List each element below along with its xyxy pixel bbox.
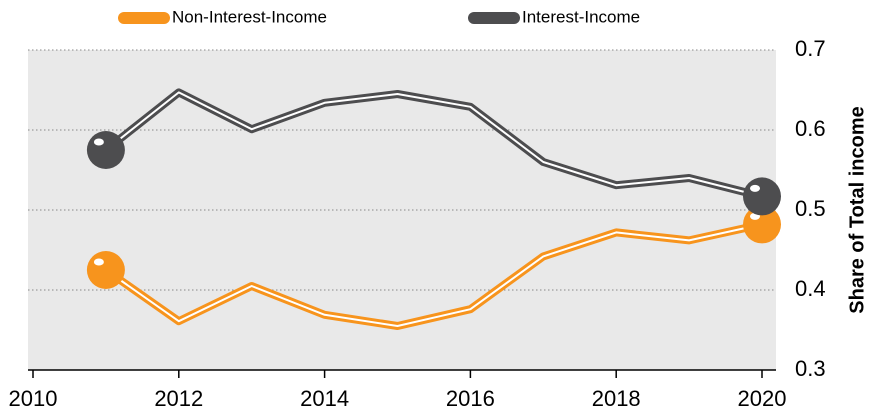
x-tick-label: 2020: [738, 386, 787, 411]
y-tick-label: 0.5: [795, 196, 826, 221]
y-tick-label: 0.4: [795, 276, 826, 301]
marker-highlight: [93, 258, 104, 266]
legend-swatch: [118, 12, 170, 24]
marker-highlight: [93, 138, 104, 146]
x-tick-label: 2016: [446, 386, 495, 411]
y-tick-label: 0.6: [795, 116, 826, 141]
x-tick-label: 2018: [592, 386, 641, 411]
x-tick-label: 2012: [154, 386, 203, 411]
series-line-highlight: [105, 91, 763, 198]
x-tick-label: 2014: [300, 386, 349, 411]
x-tick-label: 2010: [9, 386, 58, 411]
legend-label: Interest-Income: [522, 7, 640, 26]
series-line-highlight: [105, 223, 763, 327]
y-tick-label: 0.3: [795, 356, 826, 381]
legend-label: Non-Interest-Income: [172, 7, 327, 26]
end-marker: [86, 251, 125, 289]
marker-highlight: [750, 184, 760, 192]
legend-swatch: [468, 12, 520, 24]
y-axis-title: Share of Total income: [846, 106, 868, 313]
y-tick-label: 0.7: [795, 36, 826, 61]
end-marker: [86, 131, 125, 169]
end-marker: [743, 177, 781, 216]
